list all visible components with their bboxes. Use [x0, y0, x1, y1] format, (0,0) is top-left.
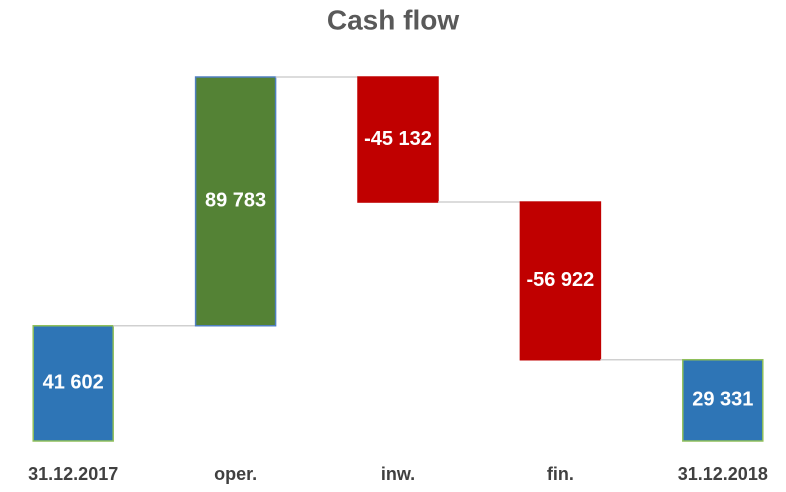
bar [194, 76, 277, 327]
x-tick-label: 31.12.2018 [678, 464, 768, 484]
value-label: 41 602 [43, 372, 104, 394]
chart-title: Cash flow [327, 4, 459, 35]
bar [519, 201, 602, 361]
value-label: -56 922 [526, 269, 594, 291]
value-label: 89 783 [205, 190, 266, 212]
value-label: 29 331 [692, 389, 753, 411]
x-tick-label: fin. [547, 464, 574, 484]
bar [357, 76, 439, 203]
x-tick-label: 31.12.2017 [28, 464, 118, 484]
bar [32, 324, 114, 442]
value-label: -45 132 [364, 128, 432, 150]
bar [682, 358, 764, 442]
x-tick-label: inw. [381, 464, 415, 484]
x-tick-label: oper. [214, 464, 257, 484]
